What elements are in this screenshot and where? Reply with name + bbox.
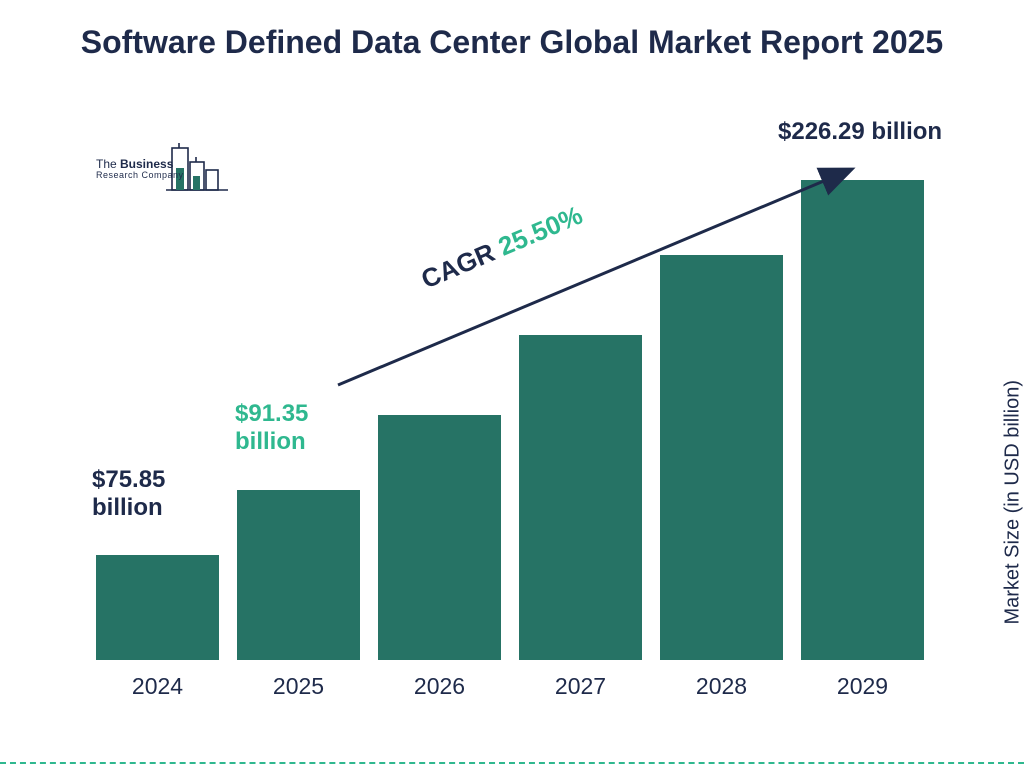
bar [96,555,219,660]
x-label: 2028 [660,673,783,700]
x-label: 2024 [96,673,219,700]
value-label-2025: $91.35 billion [235,400,308,455]
bar [378,415,501,660]
bar-2029 [801,180,924,660]
x-label: 2027 [519,673,642,700]
chart-title: Software Defined Data Center Global Mark… [0,0,1024,62]
x-label: 2025 [237,673,360,700]
value-label-2029: $226.29 billion [778,118,942,146]
bottom-dashed-divider [0,762,1024,764]
bar-2028 [660,255,783,660]
bar-chart: 2024 2025 2026 2027 2028 2029 [90,130,930,700]
bar [660,255,783,660]
bar [801,180,924,660]
value-label-2024: $75.85 billion [92,466,165,521]
x-label: 2026 [378,673,501,700]
bar-2026 [378,415,501,660]
bar-2024 [96,555,219,660]
bar [237,490,360,660]
x-label: 2029 [801,673,924,700]
bar [519,335,642,660]
x-axis-labels: 2024 2025 2026 2027 2028 2029 [90,673,930,700]
y-axis-label: Market Size (in USD billion) [1002,380,1024,625]
bar-2027 [519,335,642,660]
bar-2025 [237,490,360,660]
bars-container [90,140,930,660]
